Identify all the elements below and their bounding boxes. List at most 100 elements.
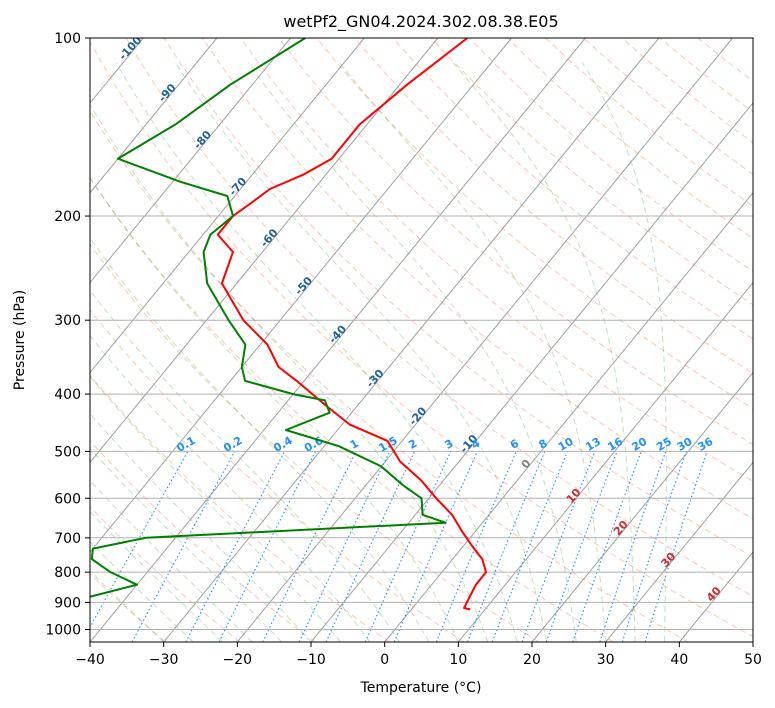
moist-adiabat-line xyxy=(90,447,282,642)
moist-adiabat-line xyxy=(90,413,312,642)
isotherm-line xyxy=(531,371,753,642)
dry-adiabat-line xyxy=(90,243,540,642)
dry-adiabat-line xyxy=(621,38,753,144)
isotherm-line xyxy=(457,281,753,642)
dry-adiabat-line xyxy=(90,109,689,642)
moist-adiabat-line xyxy=(338,62,607,642)
dry-adiabat-line xyxy=(90,506,241,642)
mixing-ratio-lines xyxy=(90,451,708,642)
x-axis-label: Temperature (°C) xyxy=(360,680,482,696)
mixing-ratio-line xyxy=(393,451,478,642)
moist-adiabat-line xyxy=(247,62,577,642)
moist-adiabat-line xyxy=(174,62,548,642)
x-tick-label: 10 xyxy=(449,652,467,668)
dry-adiabat-line xyxy=(90,572,166,642)
y-tick-label: 500 xyxy=(54,444,81,460)
mixing-ratio-line xyxy=(621,451,687,642)
x-tick-label: −10 xyxy=(296,652,326,668)
dry-adiabat-line xyxy=(354,38,753,374)
x-tick-label: 30 xyxy=(597,652,615,668)
mixing-ratio-line xyxy=(218,451,316,642)
y-tick-label: 900 xyxy=(54,595,81,611)
moist-adiabats xyxy=(90,62,667,642)
x-tick-label: 40 xyxy=(670,652,688,668)
isotherm-line xyxy=(163,38,660,642)
x-tick-label: −30 xyxy=(149,652,179,668)
y-tick-label: 800 xyxy=(54,565,81,581)
mixing-ratio-line xyxy=(298,451,391,642)
dry-adiabat-line xyxy=(90,177,614,642)
mixing-ratio-line xyxy=(491,451,569,642)
mixing-ratio-line xyxy=(364,451,452,642)
dry-adiabat-line xyxy=(163,38,753,558)
moist-adiabat-line xyxy=(90,375,341,642)
mixing-ratio-line xyxy=(521,451,596,642)
dry-adiabat-line xyxy=(545,38,753,207)
dry-adiabat-line xyxy=(125,38,753,597)
dry-adiabat-line xyxy=(201,38,753,520)
x-tick-label: 0 xyxy=(380,652,389,668)
mixing-ratio-line xyxy=(572,451,642,642)
mixing-ratio-label: 3 xyxy=(442,437,455,452)
y-axis-label: Pressure (hPa) xyxy=(12,290,28,390)
isotherm-label: -90 xyxy=(156,81,179,105)
isotherm-line xyxy=(752,641,753,642)
isotherm-line xyxy=(310,102,753,642)
sounding-traces xyxy=(90,38,488,611)
mixing-ratio-line xyxy=(599,451,667,642)
dry-adiabat-line xyxy=(468,38,753,272)
dry-adiabat-line xyxy=(90,40,753,638)
isotherm-line xyxy=(0,38,70,642)
isotherm-label: -70 xyxy=(226,175,249,199)
mixing-ratio-line xyxy=(90,451,189,629)
moist-adiabat-line xyxy=(581,62,667,642)
isotherm-label: 10 xyxy=(564,486,584,506)
y-tick-label: 200 xyxy=(54,209,81,225)
mixing-ratio-line xyxy=(131,451,236,642)
dry-adiabat-line xyxy=(659,38,753,113)
mixing-ratio-label: 1 xyxy=(348,437,361,452)
moist-adiabat-line xyxy=(90,540,194,642)
dry-adiabat-line xyxy=(430,38,753,306)
moist-adiabat-line xyxy=(90,289,400,642)
mixing-ratio-label: 2 xyxy=(406,437,419,452)
dry-adiabat-line xyxy=(90,309,465,642)
x-axis: −40 −30 −20 −10 0 10 20 30 40 50 xyxy=(75,642,762,668)
pressure-grid xyxy=(90,38,753,630)
mixing-ratio-line xyxy=(185,451,286,642)
isotherm-line xyxy=(90,38,291,284)
moist-adiabat-line xyxy=(90,569,165,642)
dry-adiabat-line xyxy=(392,38,753,340)
dry-adiabat-line xyxy=(583,38,753,175)
isotherm-label: 20 xyxy=(611,518,631,538)
isotherm-label: 30 xyxy=(658,550,678,570)
y-tick-label: 1000 xyxy=(45,622,81,638)
isotherm-lines xyxy=(0,38,753,642)
isotherm-line xyxy=(90,38,218,194)
moist-adiabat-line xyxy=(90,510,223,642)
dry-adiabat-line xyxy=(506,38,753,240)
y-tick-label: 300 xyxy=(54,313,81,329)
isotherm-line xyxy=(236,38,733,642)
isotherm-line xyxy=(90,38,586,642)
isotherm-label: -60 xyxy=(258,226,281,250)
x-tick-label: −40 xyxy=(75,652,105,668)
isotherm-label: -80 xyxy=(191,128,214,152)
isotherm-label: -30 xyxy=(364,367,387,391)
moist-adiabat-line xyxy=(90,334,371,642)
mixing-ratio-line xyxy=(545,451,618,642)
y-tick-label: 100 xyxy=(54,31,81,47)
plot-area: -100-90-80-70-60-50-40-30-20-10010203040… xyxy=(0,38,753,642)
isotherm-line xyxy=(90,38,439,464)
y-tick-label: 600 xyxy=(54,491,81,507)
mixing-ratio-line xyxy=(262,451,357,642)
moist-adiabat-line xyxy=(90,176,459,642)
mixing-ratio-line xyxy=(466,451,546,642)
dry-adiabat-line xyxy=(90,374,390,642)
y-tick-label: 400 xyxy=(54,387,81,403)
isotherm-line xyxy=(90,38,365,374)
dry-adiabat-line xyxy=(697,38,753,82)
moist-adiabat-line xyxy=(452,62,636,642)
x-tick-label: 20 xyxy=(523,652,541,668)
